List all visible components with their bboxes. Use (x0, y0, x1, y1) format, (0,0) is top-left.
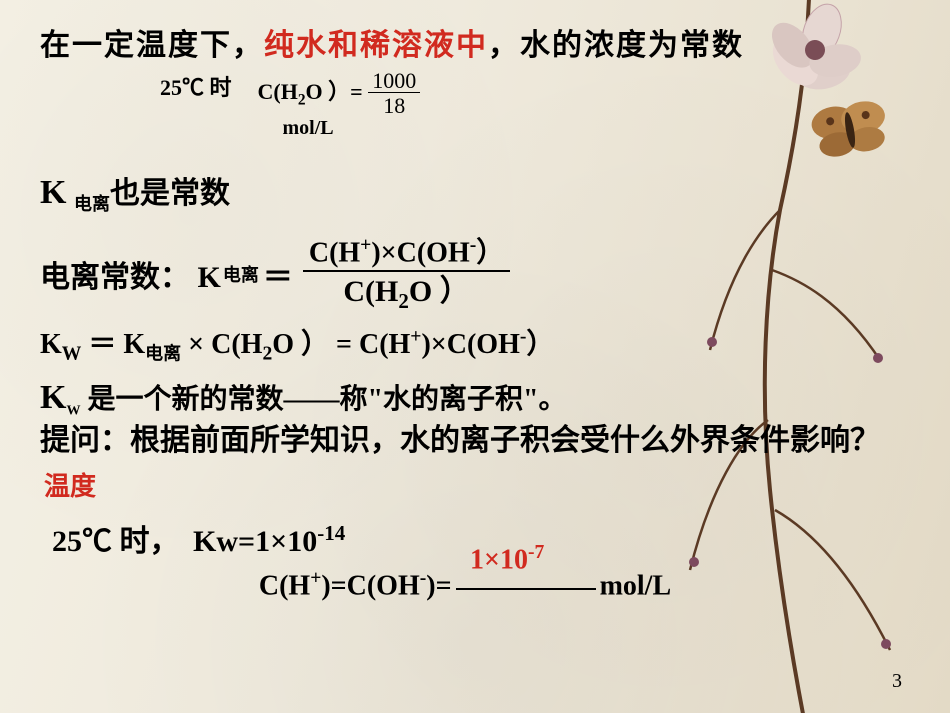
ionization-constant-formula: 电离常数： K 电离 ＝ C(H+)×C(OH-） C(H2O ） (40, 236, 890, 312)
heading-red: 纯水和稀溶液中 (264, 29, 488, 62)
slide-content: 在一定温度下，纯水和稀溶液中，水的浓度为常数 25℃ 时 C(H2O ）= 10… (40, 20, 890, 602)
heading-suffix: ，水的浓度为常数 (488, 29, 744, 62)
c-h2o-expression: C(H2O ）= 1000 18 mol/L (258, 70, 421, 140)
k-ionization-constant-line: K 电离也是常数 (40, 168, 890, 216)
row-25c-concentration: 25℃ 时 C(H2O ）= 1000 18 mol/L (160, 70, 890, 140)
answer-temperature: 温度 (44, 472, 96, 501)
slide-page: 在一定温度下，纯水和稀溶液中，水的浓度为常数 25℃ 时 C(H2O ）= 10… (0, 0, 950, 713)
fraction-ionization: C(H+)×C(OH-） C(H2O ） (303, 236, 510, 312)
fraction-1000-18: 1000 18 (368, 70, 420, 117)
question-line: 提问：根据前面所学知识，水的离子积会受什么外界条件影响？ 温度 (40, 418, 890, 508)
page-number: 3 (892, 670, 902, 693)
heading-line: 在一定温度下，纯水和稀溶液中，水的浓度为常数 (40, 20, 890, 64)
unit-mol-l: mol/L (283, 117, 421, 140)
answer-1e-7: 1×10-7 (470, 542, 544, 576)
kw-definition-line: KW ＝ K电离 × C(H2O ） = C(H+)×C(OH-） (40, 322, 890, 366)
heading-prefix: 在一定温度下， (40, 29, 264, 62)
label-25c: 25℃ 时 (160, 70, 232, 102)
kw-new-constant-line: KW 是一个新的常数——称"水的离子积"。 (40, 377, 890, 420)
concentration-blank-line: 1×10-7 C(H+)=C(OH-)=mol/L (40, 568, 890, 602)
fill-blank (456, 588, 596, 590)
